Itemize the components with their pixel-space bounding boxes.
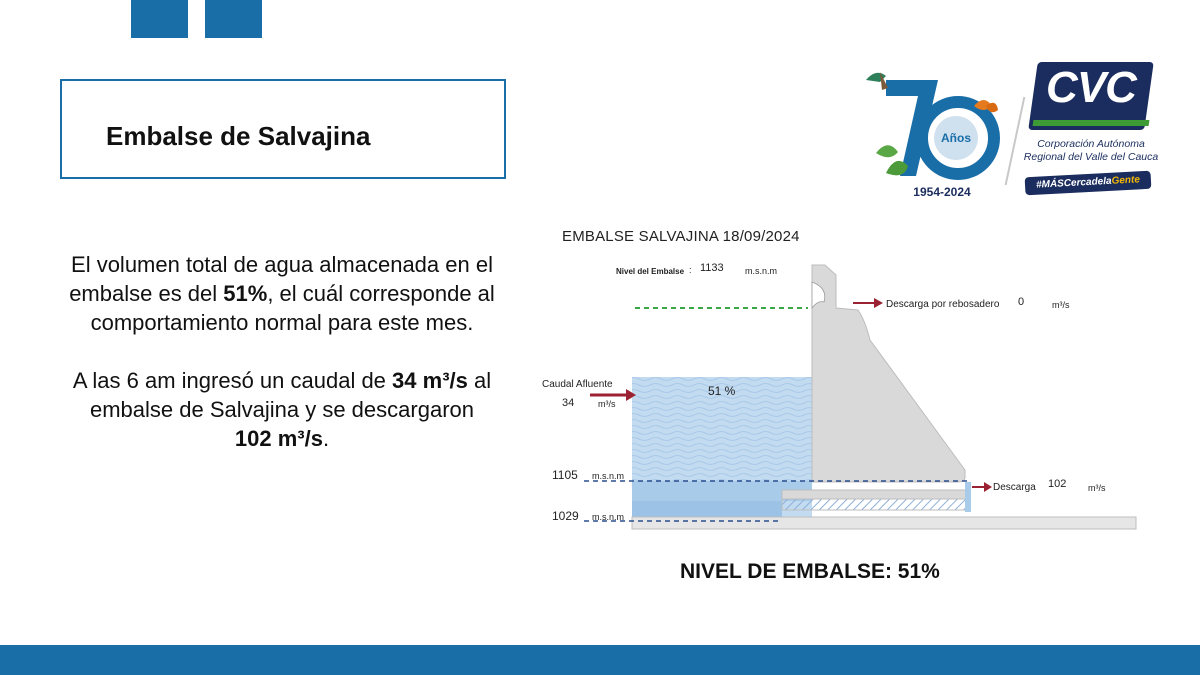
storage-percent: 51% [223, 281, 268, 306]
level-1029-unit: m.s.n.m [592, 512, 625, 522]
discharge-conduit [781, 489, 968, 500]
outlet-water [965, 482, 971, 512]
storage-paragraph: El volumen total de agua almacenada en e… [56, 250, 508, 337]
logo-group: Años 1954-2024 CVC Corporación Autónoma … [846, 58, 1158, 208]
reservoir-wave-texture [632, 377, 812, 481]
outflow-value: 102 m³/s [234, 426, 323, 451]
anos-label: Años [941, 131, 971, 145]
nivel-value: 1133 [700, 262, 724, 274]
inflow-number: 34 [392, 368, 417, 393]
flow-text-b: al embalse de Salvajina y se descargaron [89, 368, 492, 422]
reservoir-drawing [584, 264, 1137, 530]
flow-text-a: A las 6 am ingresó un caudal de [72, 368, 393, 393]
rebosadero-value: 0 [1018, 296, 1025, 308]
level-1105-label: 1105 [552, 468, 578, 482]
page-title: Embalse de Salvajina [106, 121, 371, 151]
descarga-unit: m³/s [1088, 483, 1106, 493]
storage-text-a: El volumen total de agua almacenada en e… [69, 252, 493, 306]
diagram-title: EMBALSE SALVAJINA 18/09/2024 [562, 228, 800, 245]
water-band-1029 [632, 501, 782, 521]
riverbed [631, 516, 1137, 530]
water-band-1105 [632, 481, 812, 501]
nivel-label: Nivel del Embalse [616, 267, 685, 276]
years-label: 1954-2024 [913, 185, 971, 199]
caudal-unit: m³/s [598, 399, 616, 409]
title-box: Embalse de Salvajina [60, 79, 506, 179]
rebosadero-label: Descarga por rebosadero [886, 299, 1000, 310]
nivel-unit: m.s.n.m [745, 266, 778, 276]
descarga-label: Descarga [993, 482, 1036, 493]
fill-percent-label: 51 % [708, 384, 736, 398]
foundation-hatch [781, 498, 968, 511]
descarga-value: 102 [1048, 478, 1067, 490]
level-1105-unit: m.s.n.m [592, 471, 625, 481]
flow-paragraph: A las 6 am ingresó un caudal de 34 m³/s … [72, 368, 492, 451]
rebosadero-unit: m³/s [1052, 300, 1070, 310]
footer-bar [0, 645, 1200, 675]
cvc-wordmark: CVC [1046, 63, 1137, 112]
cvc-hashtag: #MÁSCercadelaGente [1024, 170, 1152, 196]
decorative-square-left [131, 0, 188, 38]
storage-text-b: , el cuál corresponde al comportamiento … [90, 281, 495, 335]
decorative-square-right [205, 0, 262, 38]
dam-wall [811, 264, 966, 483]
inflow-unit: m³/s [422, 368, 468, 393]
reservoir-level-caption: NIVEL DE EMBALSE: 51% [680, 560, 940, 583]
reservoir-diagram: EMBALSE SALVAJINA 18/09/2024 Nivel del E… [540, 220, 1150, 550]
cvc-logo: CVC Corporación Autónoma Regional del Va… [1021, 58, 1158, 208]
cvc-subtitle: Corporación Autónoma Regional del Valle … [1023, 138, 1159, 163]
anniversary-70-logo: Años 1954-2024 [866, 72, 1000, 199]
summary-text: El volumen total de agua almacenada en e… [56, 250, 508, 453]
spillway-gate [811, 281, 826, 310]
caudal-value: 34 [562, 397, 575, 409]
level-1029-label: 1029 [552, 509, 579, 523]
caudal-label: Caudal Afluente [542, 379, 613, 390]
